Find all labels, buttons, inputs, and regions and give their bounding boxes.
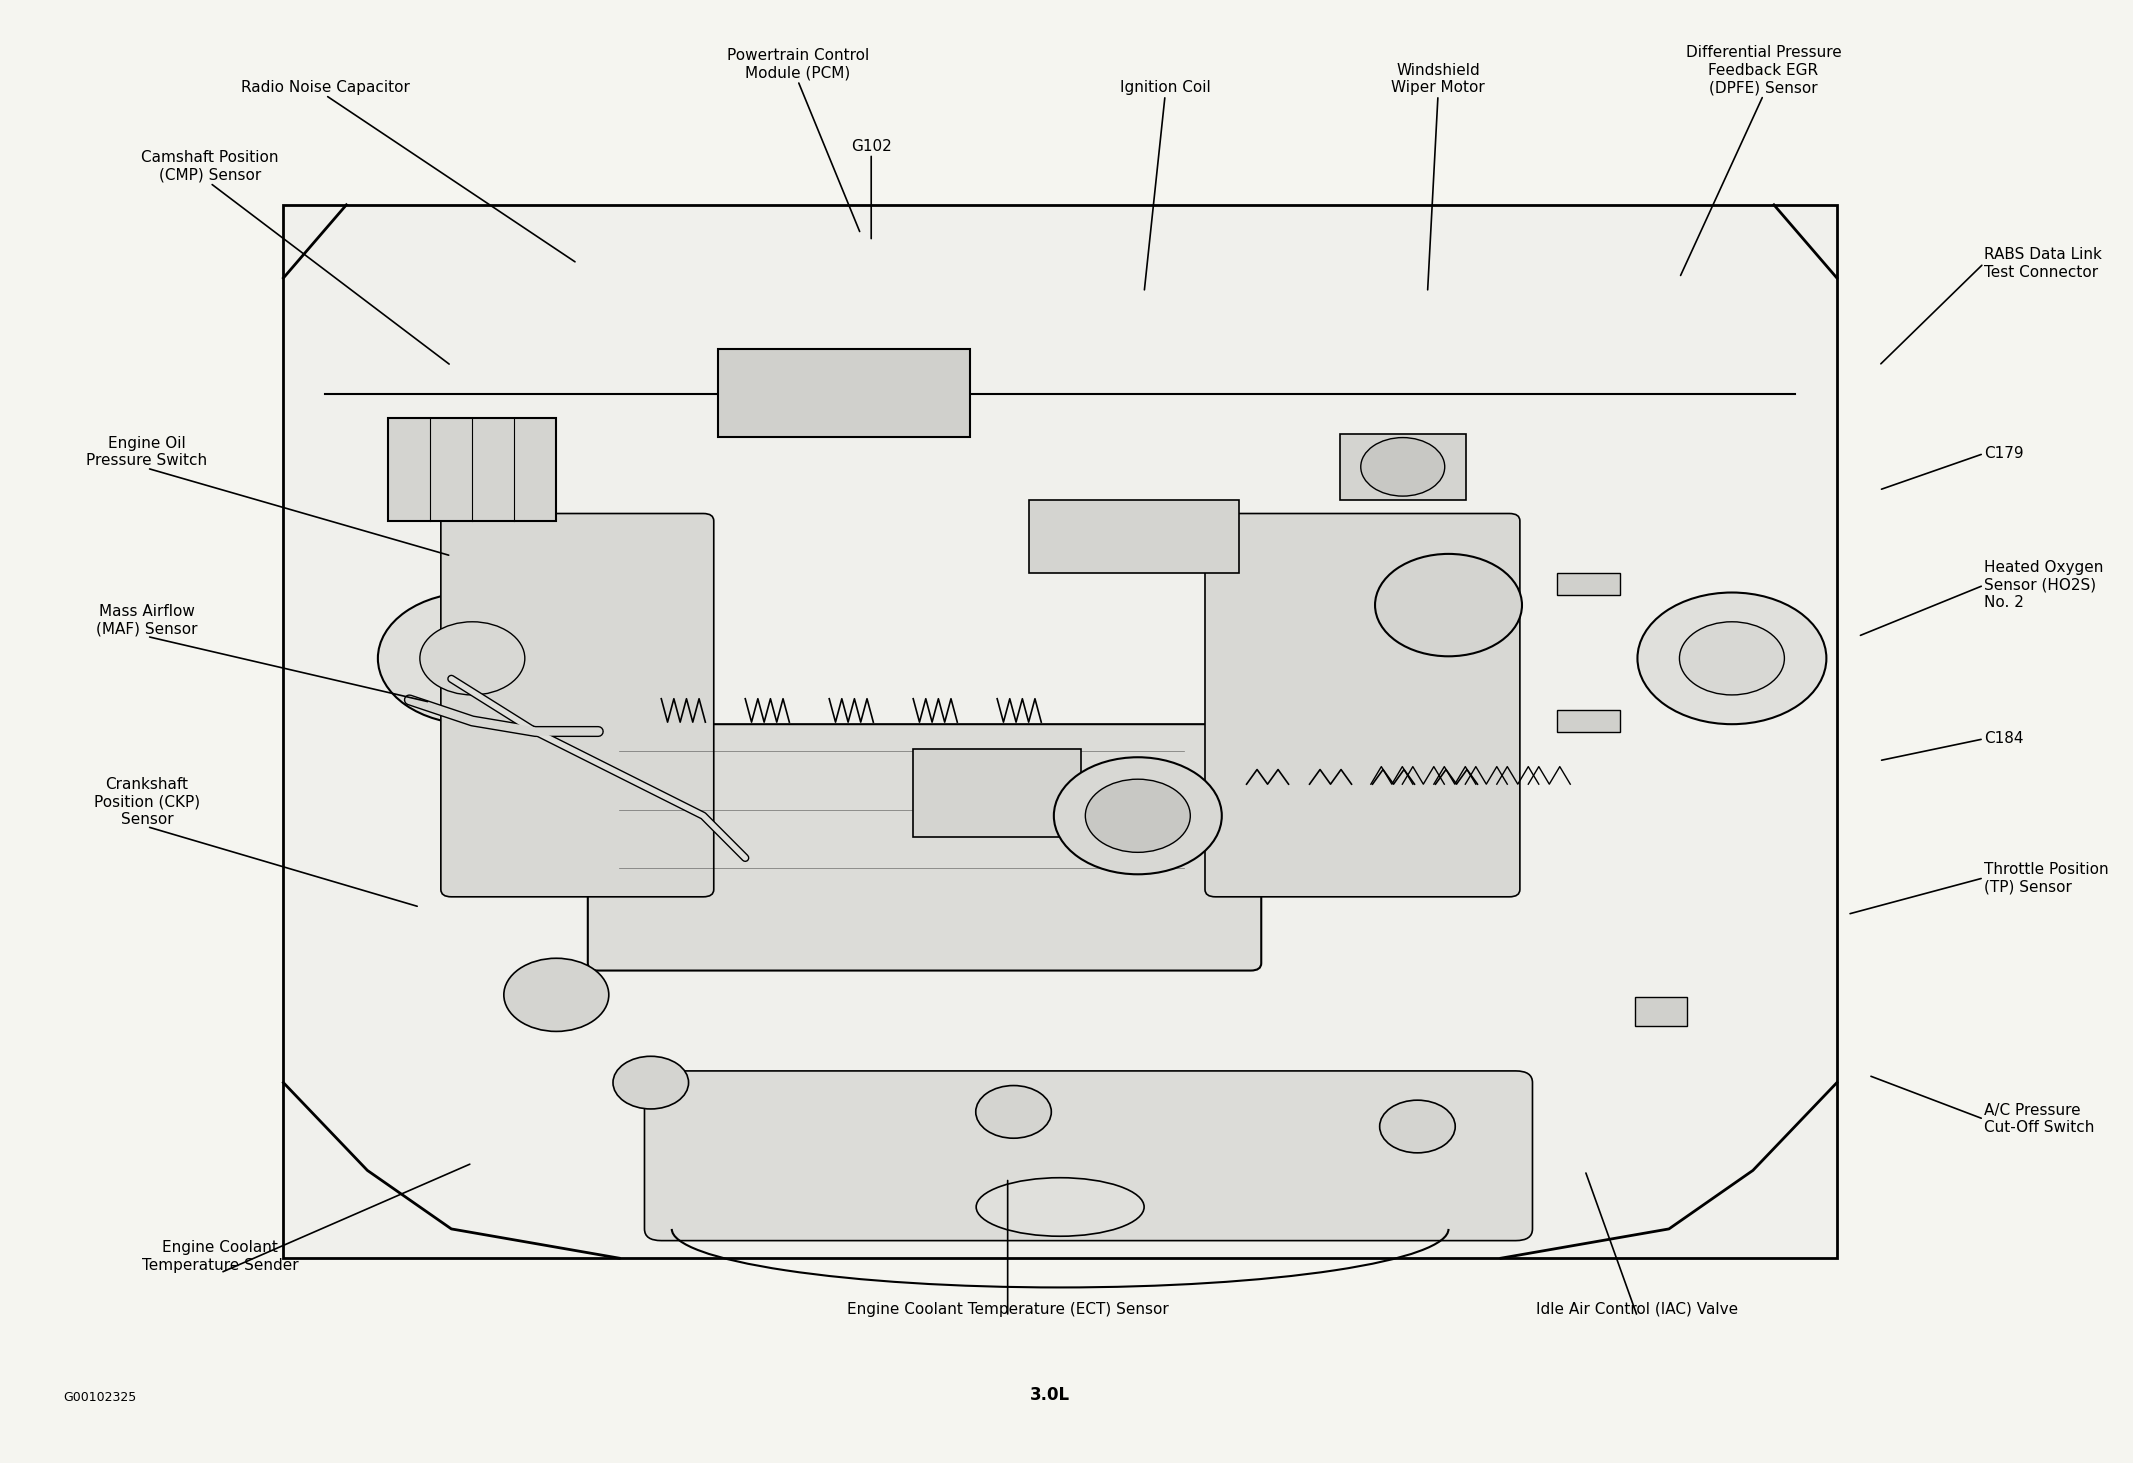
- Bar: [1557, 710, 1621, 732]
- Text: Heated Oxygen
Sensor (HO2S)
No. 2: Heated Oxygen Sensor (HO2S) No. 2: [1984, 560, 2103, 610]
- Text: G00102325: G00102325: [64, 1391, 137, 1404]
- Text: Powertrain Control
Module (PCM): Powertrain Control Module (PCM): [727, 48, 868, 80]
- Text: Differential Pressure
Feedback EGR
(DPFE) Sensor: Differential Pressure Feedback EGR (DPFE…: [1685, 45, 1841, 95]
- Circle shape: [1638, 593, 1826, 724]
- Circle shape: [1086, 780, 1190, 853]
- Bar: [719, 348, 971, 436]
- Text: C184: C184: [1984, 732, 2024, 746]
- Circle shape: [1361, 437, 1444, 496]
- Circle shape: [1380, 1100, 1455, 1153]
- Text: Ignition Coil: Ignition Coil: [1120, 80, 1212, 95]
- FancyBboxPatch shape: [589, 724, 1261, 970]
- Bar: [388, 418, 557, 521]
- FancyBboxPatch shape: [644, 1071, 1531, 1241]
- Circle shape: [612, 1056, 689, 1109]
- Circle shape: [1376, 554, 1523, 657]
- Circle shape: [1679, 622, 1785, 695]
- Bar: [1634, 998, 1687, 1027]
- Bar: [284, 205, 1837, 1258]
- Text: Crankshaft
Position (CKP)
Sensor: Crankshaft Position (CKP) Sensor: [94, 777, 201, 827]
- Circle shape: [420, 622, 525, 695]
- Bar: [1340, 435, 1465, 500]
- Circle shape: [503, 958, 608, 1031]
- Ellipse shape: [977, 1178, 1143, 1236]
- Bar: [913, 749, 1081, 837]
- Bar: [1028, 500, 1239, 573]
- Text: G102: G102: [851, 139, 892, 154]
- Text: Throttle Position
(TP) Sensor: Throttle Position (TP) Sensor: [1984, 862, 2107, 894]
- Circle shape: [1054, 758, 1222, 875]
- Text: Idle Air Control (IAC) Valve: Idle Air Control (IAC) Valve: [1536, 1302, 1738, 1317]
- Bar: [1557, 572, 1621, 594]
- Text: Mass Airflow
(MAF) Sensor: Mass Airflow (MAF) Sensor: [96, 604, 198, 636]
- Text: C179: C179: [1984, 446, 2024, 461]
- FancyBboxPatch shape: [1205, 514, 1521, 897]
- Circle shape: [975, 1086, 1052, 1138]
- Circle shape: [378, 593, 567, 724]
- Text: A/C Pressure
Cut-Off Switch: A/C Pressure Cut-Off Switch: [1984, 1103, 2095, 1135]
- Text: Radio Noise Capacitor: Radio Noise Capacitor: [241, 80, 410, 95]
- Text: 3.0L: 3.0L: [1030, 1387, 1071, 1404]
- Text: Camshaft Position
(CMP) Sensor: Camshaft Position (CMP) Sensor: [141, 151, 279, 183]
- Text: Engine Coolant
Temperature Sender: Engine Coolant Temperature Sender: [143, 1241, 299, 1273]
- FancyBboxPatch shape: [442, 514, 715, 897]
- Text: Windshield
Wiper Motor: Windshield Wiper Motor: [1391, 63, 1485, 95]
- Text: RABS Data Link
Test Connector: RABS Data Link Test Connector: [1984, 247, 2101, 279]
- Text: Engine Oil
Pressure Switch: Engine Oil Pressure Switch: [87, 436, 207, 468]
- Text: Engine Coolant Temperature (ECT) Sensor: Engine Coolant Temperature (ECT) Sensor: [847, 1302, 1169, 1317]
